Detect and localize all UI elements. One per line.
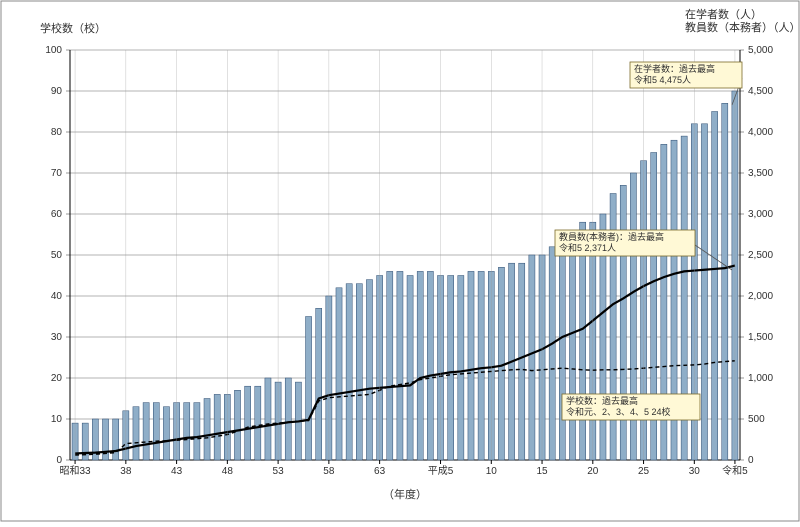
y-right-tick-label: 0 bbox=[748, 455, 754, 466]
bar bbox=[133, 407, 139, 460]
bar bbox=[194, 403, 200, 460]
bar bbox=[458, 276, 464, 461]
bar bbox=[113, 419, 119, 460]
bar bbox=[468, 271, 474, 460]
annotation-text: 教員数(本務者)：過去最高 bbox=[559, 231, 664, 242]
bar bbox=[184, 403, 190, 460]
y-right-tick-label: 4,000 bbox=[748, 127, 773, 138]
y-right-tick-label: 3,500 bbox=[748, 168, 773, 179]
x-tick-label: 15 bbox=[536, 466, 548, 477]
bar bbox=[316, 308, 322, 460]
y-left-tick-label: 30 bbox=[51, 332, 63, 343]
bar bbox=[722, 103, 728, 460]
bar bbox=[498, 267, 504, 460]
bar bbox=[214, 394, 220, 460]
chart-svg: 0 10 20 30 40 50 60 70 80 90 100 0 500 1,000 1,500 2,00… bbox=[0, 0, 800, 522]
annotation-text: 令和5 4,475人 bbox=[634, 74, 691, 85]
x-tick-label: 10 bbox=[486, 466, 498, 477]
bar bbox=[712, 112, 718, 461]
bar bbox=[234, 390, 240, 460]
annotation-text: 在学者数：過去最高 bbox=[634, 63, 715, 74]
bar bbox=[366, 280, 372, 460]
bar bbox=[204, 399, 210, 461]
y-right-title: 在学者数（人） bbox=[685, 7, 762, 21]
y-right-tick-label: 1,500 bbox=[748, 332, 773, 343]
x-tick-label: 48 bbox=[222, 466, 234, 477]
y-right-tick-label: 500 bbox=[748, 414, 765, 425]
bar bbox=[478, 271, 484, 460]
x-tick-label: 昭和33 bbox=[60, 465, 92, 477]
bar bbox=[153, 403, 159, 460]
bar bbox=[448, 276, 454, 461]
y-right-tick-label: 4,500 bbox=[748, 86, 773, 97]
x-tick-label: 38 bbox=[120, 466, 132, 477]
bar bbox=[519, 263, 525, 460]
bar bbox=[417, 271, 423, 460]
x-tick-label: 平成5 bbox=[428, 465, 454, 477]
x-tick-label: 30 bbox=[689, 466, 701, 477]
x-tick-label: 43 bbox=[171, 466, 183, 477]
bar bbox=[427, 271, 433, 460]
y-left-tick-label: 70 bbox=[51, 168, 63, 179]
bar bbox=[336, 288, 342, 460]
bar bbox=[529, 255, 535, 460]
y-left-tick-label: 20 bbox=[51, 373, 63, 384]
x-tick-label: 20 bbox=[587, 466, 599, 477]
annotation-text: 令和5 2,371人 bbox=[559, 242, 616, 253]
y-left-tick-label: 60 bbox=[51, 209, 63, 220]
annotation-text: 学校数：過去最高 bbox=[566, 395, 638, 406]
chart-container: 0 10 20 30 40 50 60 70 80 90 100 0 500 1,000 1,500 2,00… bbox=[0, 0, 800, 522]
y-left-tick-label: 40 bbox=[51, 291, 63, 302]
bar bbox=[580, 222, 586, 460]
bar bbox=[407, 276, 413, 461]
bar bbox=[397, 271, 403, 460]
y-left-tick-label: 0 bbox=[56, 455, 62, 466]
x-tick-label: 25 bbox=[638, 466, 650, 477]
y-left-title: 学校数（校） bbox=[40, 21, 106, 35]
x-tick-label: 58 bbox=[323, 466, 335, 477]
x-tick-label: 63 bbox=[374, 466, 386, 477]
bar bbox=[356, 284, 362, 460]
y-left-tick-label: 10 bbox=[51, 414, 63, 425]
y-left-tick-label: 100 bbox=[45, 45, 62, 56]
bar bbox=[549, 247, 555, 460]
x-title: （年度） bbox=[383, 487, 427, 501]
bar bbox=[306, 317, 312, 461]
bar bbox=[143, 403, 149, 460]
y-right-tick-label: 3,000 bbox=[748, 209, 773, 220]
y-left-tick-label: 90 bbox=[51, 86, 63, 97]
bar bbox=[245, 386, 251, 460]
bar bbox=[163, 407, 169, 460]
x-tick-label: 令和5 bbox=[722, 464, 748, 477]
bar bbox=[387, 271, 393, 460]
y-right-tick-label: 5,000 bbox=[748, 45, 773, 56]
y-left-tick-label: 80 bbox=[51, 127, 63, 138]
bar bbox=[701, 124, 707, 460]
y-left-tick-label: 50 bbox=[51, 250, 63, 261]
bar bbox=[255, 386, 261, 460]
bar bbox=[569, 235, 575, 461]
y-right-title: 教員数（本務者）（人） bbox=[685, 20, 800, 34]
x-tick-label: 53 bbox=[273, 466, 285, 477]
bar bbox=[559, 243, 565, 460]
bar bbox=[285, 378, 291, 460]
bar bbox=[346, 284, 352, 460]
y-right-tick-label: 2,000 bbox=[748, 291, 773, 302]
annotation-text: 令和元、2、3、4、5 24校 bbox=[566, 406, 671, 417]
bar bbox=[265, 378, 271, 460]
y-right-tick-label: 1,000 bbox=[748, 373, 773, 384]
y-right-tick-label: 2,500 bbox=[748, 250, 773, 261]
